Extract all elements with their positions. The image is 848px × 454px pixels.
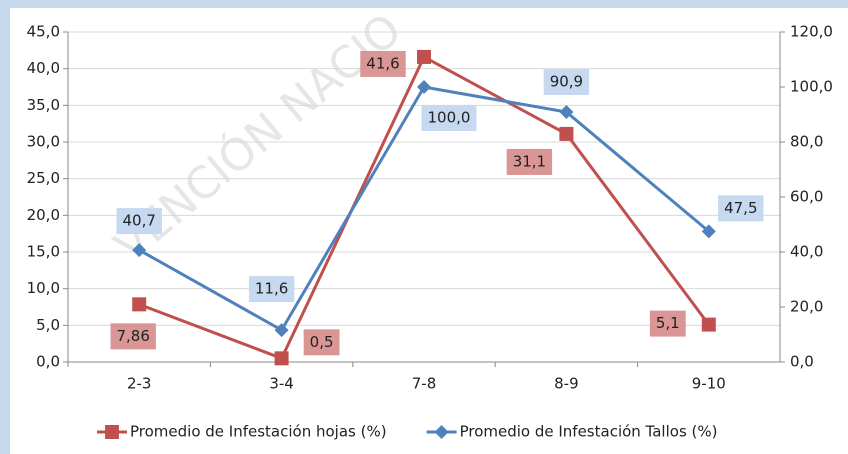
y2-tick-label: 0,0	[790, 353, 814, 371]
x-tick-label: 8-9	[554, 375, 579, 393]
data-label: 11,6	[255, 280, 288, 298]
data-label: 0,5	[310, 333, 334, 351]
data-label-box	[303, 329, 340, 356]
data-label-box	[116, 208, 162, 235]
y-tick-label: 10,0	[27, 279, 60, 297]
y-tick-label: 25,0	[27, 169, 60, 187]
y-tick-label: 40,0	[27, 59, 60, 77]
data-label: 100,0	[428, 109, 471, 127]
data-label: 41,6	[366, 54, 399, 72]
data-label: 7,86	[116, 327, 149, 345]
y-tick-label: 5,0	[36, 316, 60, 334]
data-label: 5,1	[656, 314, 680, 332]
data-label-box	[506, 148, 553, 175]
marker	[701, 224, 716, 239]
data-label: 40,7	[122, 212, 155, 230]
marker	[559, 105, 574, 120]
y2-tick-label: 60,0	[790, 188, 823, 206]
y-tick-label: 15,0	[27, 243, 60, 261]
marker	[417, 49, 431, 64]
y-tick-label: 30,0	[27, 133, 60, 151]
data-label-box	[543, 69, 590, 96]
marker	[105, 425, 119, 439]
y-tick-label: 35,0	[27, 96, 60, 114]
marker	[274, 323, 289, 338]
data-label-box	[421, 105, 477, 131]
marker	[132, 297, 147, 312]
marker	[701, 317, 716, 332]
y2-tick-label: 100,0	[790, 78, 833, 96]
legend-label: Promedio de Infestación hojas (%)	[130, 423, 387, 441]
y2-tick-label: 20,0	[790, 298, 823, 316]
y-tick-label: 20,0	[27, 206, 60, 224]
data-label-box	[110, 323, 156, 350]
marker	[434, 425, 449, 439]
marker	[559, 126, 574, 141]
data-label-box	[718, 195, 764, 222]
y2-tick-label: 40,0	[790, 243, 823, 261]
y2-tick-label: 120,0	[790, 23, 833, 41]
x-tick-label: 3-4	[269, 375, 294, 393]
x-tick-label: 2-3	[127, 375, 152, 393]
y2-tick-label: 80,0	[790, 133, 823, 151]
data-label: 31,1	[513, 152, 546, 170]
marker	[417, 80, 431, 94]
marker	[274, 351, 289, 366]
y-tick-label: 0,0	[36, 353, 60, 371]
data-label-box	[248, 276, 295, 303]
data-label: 47,5	[724, 199, 757, 217]
x-tick-label: 9-10	[692, 375, 726, 393]
y-tick-label: 45,0	[27, 23, 60, 41]
marker	[132, 243, 147, 258]
data-label-box	[360, 50, 406, 77]
x-tick-label: 7-8	[412, 375, 437, 393]
data-label-box	[649, 310, 686, 337]
legend-label: Promedio de Infestación Tallos (%)	[460, 423, 718, 441]
data-label: 90,9	[550, 73, 583, 91]
